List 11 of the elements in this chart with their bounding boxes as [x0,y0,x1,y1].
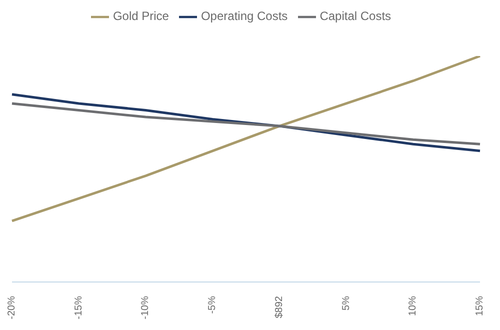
x-tick-label: -15% [73,296,84,320]
legend-label: Capital Costs [320,9,392,24]
x-tick-label: 15% [474,296,486,316]
x-tick-label: 10% [408,296,419,316]
x-tick-label: $892 [274,296,285,318]
legend-label: Gold Price [112,9,169,24]
legend-label: Operating Costs [200,9,288,24]
x-tick-label: 5% [340,296,352,310]
x-tick-label: -10% [140,296,152,320]
x-tick-label: -5% [207,296,218,314]
x-tick-label: -20% [6,296,18,320]
